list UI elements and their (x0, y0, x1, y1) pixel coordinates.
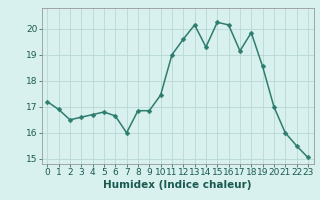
X-axis label: Humidex (Indice chaleur): Humidex (Indice chaleur) (103, 180, 252, 190)
